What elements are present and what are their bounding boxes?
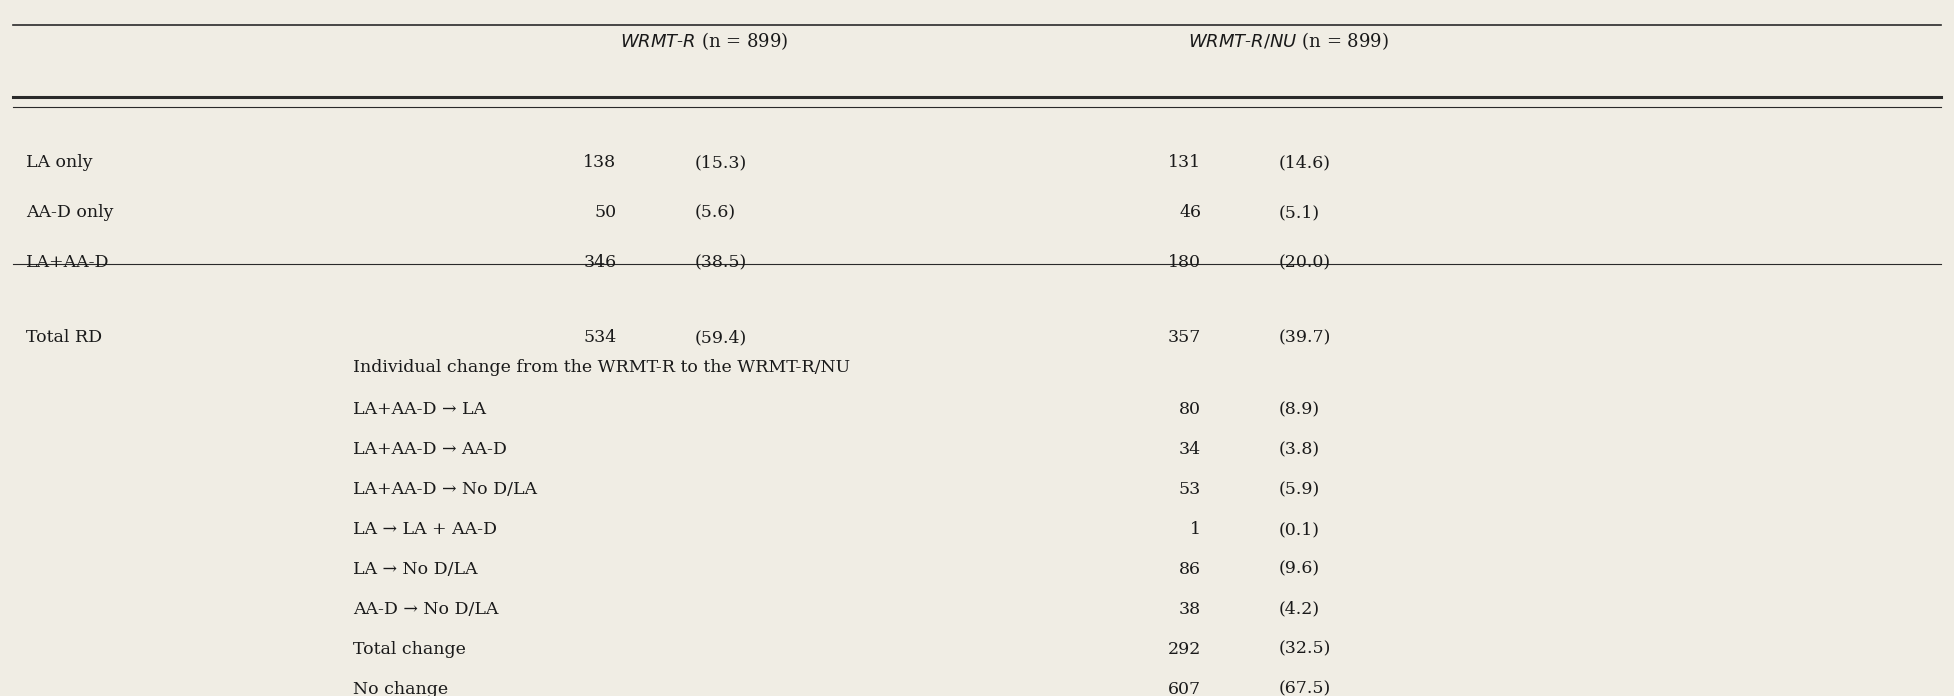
Text: (5.1): (5.1) (1280, 204, 1321, 221)
Text: (5.9): (5.9) (1280, 481, 1321, 498)
Text: Total change: Total change (354, 641, 467, 658)
Text: 50: 50 (594, 204, 617, 221)
Text: LA+AA-D → No D/LA: LA+AA-D → No D/LA (354, 481, 537, 498)
Text: 46: 46 (1178, 204, 1202, 221)
Text: LA → LA + AA-D: LA → LA + AA-D (354, 521, 498, 538)
Text: LA → No D/LA: LA → No D/LA (354, 561, 479, 578)
Text: 534: 534 (584, 329, 617, 346)
Text: LA+AA-D → LA: LA+AA-D → LA (354, 401, 487, 418)
Text: LA+AA-D → AA-D: LA+AA-D → AA-D (354, 441, 508, 458)
Text: 80: 80 (1178, 401, 1202, 418)
Text: 346: 346 (584, 254, 617, 271)
Text: AA-D → No D/LA: AA-D → No D/LA (354, 601, 498, 618)
Text: (5.6): (5.6) (694, 204, 735, 221)
Text: (3.8): (3.8) (1280, 441, 1321, 458)
Text: 38: 38 (1178, 601, 1202, 618)
Text: Total RD: Total RD (25, 329, 102, 346)
Text: (14.6): (14.6) (1280, 154, 1331, 171)
Text: 34: 34 (1178, 441, 1202, 458)
Text: (38.5): (38.5) (694, 254, 746, 271)
Text: 357: 357 (1168, 329, 1202, 346)
Text: (0.1): (0.1) (1280, 521, 1321, 538)
Text: (32.5): (32.5) (1280, 641, 1331, 658)
Text: 86: 86 (1178, 561, 1202, 578)
Text: LA+AA-D: LA+AA-D (25, 254, 109, 271)
Text: 607: 607 (1168, 681, 1202, 696)
Text: (8.9): (8.9) (1280, 401, 1321, 418)
Text: LA only: LA only (25, 154, 92, 171)
Text: 180: 180 (1168, 254, 1202, 271)
Text: (59.4): (59.4) (694, 329, 746, 346)
Text: (4.2): (4.2) (1280, 601, 1321, 618)
Text: (15.3): (15.3) (694, 154, 746, 171)
Text: $\it{WRMT}$-$\it{R/NU}$ (n = 899): $\it{WRMT}$-$\it{R/NU}$ (n = 899) (1188, 31, 1389, 52)
Text: (39.7): (39.7) (1280, 329, 1331, 346)
Text: Individual change from the WRMT-R to the WRMT-R/NU: Individual change from the WRMT-R to the… (354, 359, 850, 377)
Text: (9.6): (9.6) (1280, 561, 1321, 578)
Text: 292: 292 (1168, 641, 1202, 658)
Text: 53: 53 (1178, 481, 1202, 498)
Text: No change: No change (354, 681, 449, 696)
Text: 1: 1 (1190, 521, 1202, 538)
Text: (67.5): (67.5) (1280, 681, 1331, 696)
Text: AA-D only: AA-D only (25, 204, 113, 221)
Text: $\it{WRMT}$-$\it{R}$ (n = 899): $\it{WRMT}$-$\it{R}$ (n = 899) (619, 31, 787, 52)
Text: 138: 138 (584, 154, 617, 171)
Text: (20.0): (20.0) (1280, 254, 1331, 271)
Text: 131: 131 (1168, 154, 1202, 171)
